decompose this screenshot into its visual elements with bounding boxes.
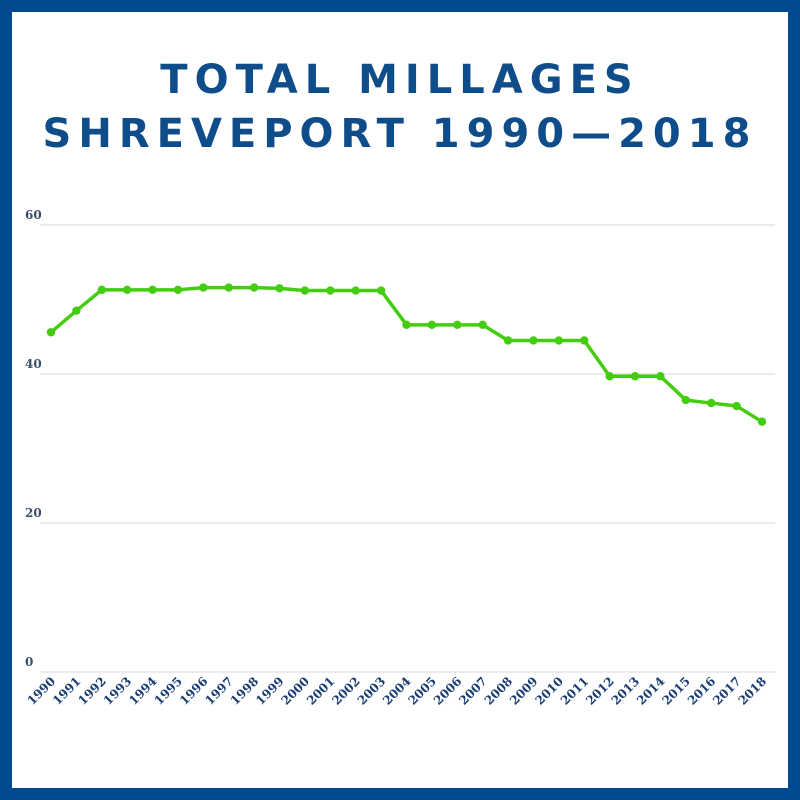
x-tick-label: 1998: [228, 674, 262, 708]
data-point: [453, 320, 462, 330]
x-tick-label: 2016: [685, 674, 719, 708]
x-tick-label: 2002: [329, 674, 363, 708]
y-tick-label: 20: [25, 506, 42, 520]
x-tick-label: 2001: [304, 674, 338, 708]
x-tick-label: 2013: [609, 674, 643, 708]
x-tick-label: 2009: [507, 674, 541, 708]
data-point: [46, 328, 56, 337]
x-tick-label: 2010: [532, 674, 566, 708]
x-tick-label: 2008: [482, 674, 516, 708]
data-point: [427, 320, 437, 330]
x-tick-label: 1994: [126, 674, 160, 708]
data-point: [707, 398, 716, 408]
data-point: [97, 285, 106, 295]
x-tick-label: 1991: [50, 674, 84, 708]
data-point: [199, 283, 208, 292]
x-tick-label: 1995: [152, 674, 186, 708]
data-point: [478, 320, 487, 330]
x-tick-label: 2014: [634, 674, 668, 708]
x-tick-label: 1990: [25, 674, 59, 708]
x-tick-label: 2000: [279, 674, 313, 708]
data-point: [402, 320, 411, 330]
data-point: [529, 336, 538, 345]
x-tick-label: 2005: [405, 674, 439, 708]
x-tick-label: 2003: [355, 674, 389, 708]
data-point: [757, 417, 767, 426]
data-point: [122, 285, 132, 295]
y-tick-label: 60: [25, 208, 42, 222]
chart-title-line-1: TOTAL MILLAGES: [160, 57, 640, 103]
data-point: [630, 372, 640, 381]
x-tick-label: 1997: [202, 674, 236, 708]
x-tick-label: 2017: [710, 674, 744, 708]
data-point: [351, 286, 360, 295]
x-tick-label: 2006: [431, 674, 465, 708]
chart-title-line-2: SHREVEPORT 1990—2018: [42, 111, 758, 157]
data-point: [376, 286, 386, 295]
x-tick-label: 1999: [253, 674, 287, 708]
data-point: [656, 372, 665, 381]
x-tick-label: 2018: [736, 674, 770, 708]
data-point: [732, 401, 741, 411]
data-point: [224, 283, 233, 292]
x-tick-label: 2007: [456, 674, 490, 708]
y-tick-label: 40: [25, 357, 42, 371]
data-point: [148, 285, 157, 295]
x-tick-label: 1993: [101, 674, 135, 708]
data-point: [605, 372, 614, 381]
chart-frame: [12, 12, 788, 788]
y-tick-label: 0: [25, 655, 33, 669]
x-tick-label: 2012: [583, 674, 617, 708]
data-point: [326, 286, 335, 295]
series-line: [49, 285, 764, 424]
data-point: [173, 285, 183, 295]
x-tick-label: 2015: [659, 674, 693, 708]
x-tick-label: 2004: [380, 674, 414, 708]
data-point: [249, 283, 259, 292]
x-tick-label: 1996: [177, 674, 211, 708]
data-point: [275, 284, 284, 293]
data-point: [300, 286, 310, 295]
data-point: [580, 336, 589, 345]
data-point: [681, 395, 691, 405]
data-point: [503, 336, 513, 345]
x-tick-label: 2011: [558, 674, 592, 708]
x-tick-label: 1992: [75, 674, 109, 708]
data-point: [72, 306, 81, 315]
data-point: [554, 336, 564, 345]
